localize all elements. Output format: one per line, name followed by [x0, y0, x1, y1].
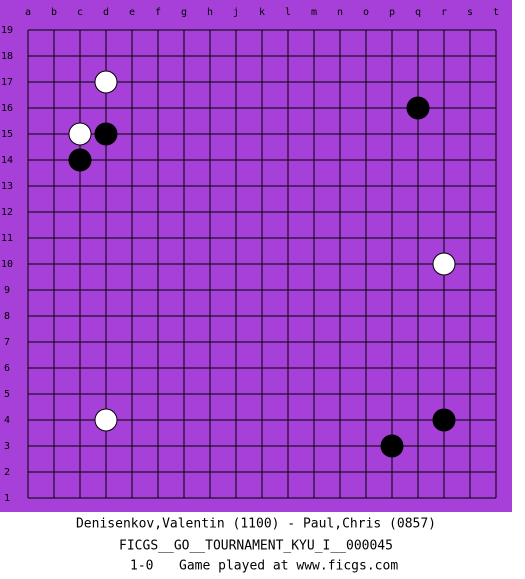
stone-white: [94, 70, 118, 94]
column-label: e: [129, 7, 135, 18]
note: Game played at www.ficgs.com: [179, 559, 398, 574]
row-label: 7: [4, 337, 10, 348]
row-label: 5: [4, 389, 10, 400]
column-label: c: [77, 7, 83, 18]
row-label: 4: [4, 415, 10, 426]
row-label: 3: [4, 441, 10, 452]
row-label: 10: [1, 259, 13, 270]
column-label: t: [493, 7, 499, 18]
column-label: o: [363, 7, 369, 18]
row-label: 18: [1, 51, 13, 62]
column-label: k: [259, 7, 265, 18]
column-label: s: [467, 7, 473, 18]
column-label: a: [25, 7, 31, 18]
result: 1-0: [130, 559, 153, 574]
stone-white: [94, 408, 118, 432]
row-label: 1: [4, 493, 10, 504]
row-label: 8: [4, 311, 10, 322]
stone-white: [68, 122, 92, 146]
column-label: r: [441, 7, 447, 18]
board-background: [0, 0, 512, 512]
column-label: h: [207, 7, 213, 18]
stone-black: [380, 434, 404, 458]
row-label: 11: [1, 233, 13, 244]
column-label: l: [285, 7, 291, 18]
column-label: b: [51, 7, 57, 18]
row-label: 15: [1, 129, 13, 140]
column-label: f: [155, 7, 161, 18]
row-label: 6: [4, 363, 10, 374]
row-label: 13: [1, 181, 13, 192]
column-label: n: [337, 7, 343, 18]
column-label: d: [103, 7, 109, 18]
row-label: 19: [1, 25, 13, 36]
row-label: 2: [4, 467, 10, 478]
stone-black: [432, 408, 456, 432]
row-label: 17: [1, 77, 13, 88]
column-label: m: [311, 7, 317, 18]
stone-black: [406, 96, 430, 120]
column-label: j: [233, 7, 239, 18]
event: FICGS__GO__TOURNAMENT_KYU_I__000045: [119, 539, 393, 554]
column-label: q: [415, 7, 421, 18]
column-label: g: [181, 7, 187, 18]
row-label: 9: [4, 285, 10, 296]
column-label: p: [389, 7, 395, 18]
stone-black: [68, 148, 92, 172]
row-label: 16: [1, 103, 13, 114]
row-label: 14: [1, 155, 13, 166]
row-label: 12: [1, 207, 13, 218]
stone-white: [432, 252, 456, 276]
players: Denisenkov,Valentin (1100) - Paul,Chris …: [76, 517, 436, 532]
stone-black: [94, 122, 118, 146]
